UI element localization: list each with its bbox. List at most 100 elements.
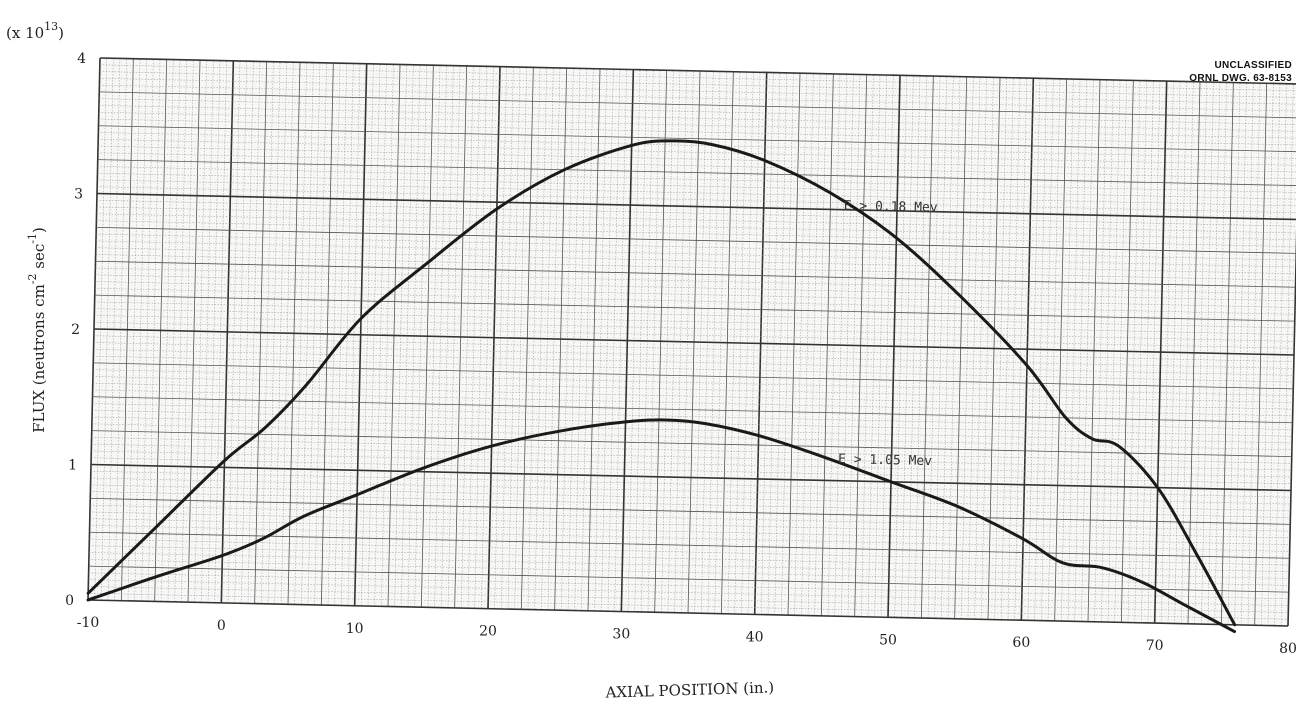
grid-line-horizontal — [98, 139, 1296, 166]
x-tick-label: 30 — [612, 627, 630, 643]
grid-line-horizontal — [90, 463, 1292, 492]
grid-line-horizontal — [93, 355, 1294, 383]
grid-line-horizontal — [93, 349, 1294, 376]
grid-line-horizontal — [97, 152, 1296, 180]
x-tick-label: 20 — [479, 624, 497, 640]
grid-line-horizontal — [96, 200, 1296, 227]
grid-line-horizontal — [97, 186, 1296, 213]
grid-line-horizontal — [91, 430, 1292, 458]
y-tick-label: 4 — [77, 51, 86, 67]
grid-line-horizontal — [98, 118, 1296, 146]
grid-line-horizontal — [97, 159, 1296, 186]
grid-line-horizontal — [99, 57, 1296, 85]
grid-line-horizontal — [96, 226, 1296, 254]
grid-line-horizontal — [95, 254, 1296, 281]
drawing-number: ORNL DWG. 63-8153 — [1189, 73, 1292, 84]
grid-line-horizontal — [93, 362, 1294, 390]
scale-prefix: (x 10 — [6, 24, 44, 42]
grid-line-horizontal — [88, 579, 1289, 606]
series-label-e-018: E > 0.18 Mev — [844, 199, 938, 216]
grid-line-horizontal — [98, 111, 1296, 139]
x-tick-label: -10 — [77, 615, 100, 631]
series-line-e-105 — [86, 418, 1236, 634]
x-tick-label: 50 — [879, 632, 897, 648]
grid-line-horizontal — [95, 240, 1296, 268]
grid-line-horizontal — [99, 78, 1296, 105]
grid-line-horizontal — [90, 504, 1291, 532]
grid-line-horizontal — [88, 572, 1289, 600]
grid-line-horizontal — [95, 281, 1296, 308]
scale-suffix: ) — [58, 24, 64, 42]
grid-line-horizontal — [96, 233, 1296, 261]
grid-line-horizontal — [97, 172, 1296, 200]
grid-line-horizontal — [88, 559, 1289, 586]
grid-line-horizontal — [98, 105, 1296, 132]
x-tick-label: 70 — [1146, 638, 1164, 654]
y-title-exp1: -2 — [26, 273, 39, 284]
grid-line-horizontal — [90, 477, 1291, 505]
y-tick-label: 1 — [68, 458, 77, 474]
grid-line-horizontal — [94, 294, 1295, 322]
x-axis-title: AXIAL POSITION (in.) — [604, 678, 774, 701]
y-tick-label: 2 — [71, 322, 80, 338]
classification-label: UNCLASSIFIED — [1215, 60, 1293, 71]
x-tick-label: 10 — [346, 621, 364, 637]
grid-line-horizontal — [89, 552, 1290, 579]
grid-line-horizontal — [92, 389, 1293, 417]
grid-line-horizontal — [93, 335, 1294, 362]
chart-grid — [87, 57, 1296, 627]
grid-line-horizontal — [91, 423, 1292, 451]
grid-line-horizontal — [99, 91, 1296, 119]
grid-line-horizontal — [97, 166, 1296, 193]
grid-line-horizontal — [98, 145, 1296, 173]
y-title-suffix: ) — [30, 227, 48, 233]
grid-line-horizontal — [94, 288, 1295, 315]
grid-line-horizontal — [91, 457, 1292, 484]
grid-line-horizontal — [93, 342, 1294, 369]
grid-line-horizontal — [99, 71, 1296, 98]
grid-line-horizontal — [92, 382, 1293, 410]
grid-line-horizontal — [91, 437, 1292, 464]
grid-line-horizontal — [99, 84, 1296, 112]
y-title-exp2: -1 — [26, 233, 39, 244]
grid-line-horizontal — [88, 586, 1289, 613]
chart-series: E > 0.18 Mev E > 1.05 Mev — [86, 139, 1237, 634]
grid-line-horizontal — [99, 64, 1296, 91]
grid-line-horizontal — [89, 511, 1290, 539]
grid-line-horizontal — [92, 376, 1293, 403]
scale-factor: (x 1013) — [6, 20, 64, 42]
y-tick-label: 0 — [65, 593, 74, 609]
grid-line-horizontal — [96, 213, 1296, 241]
y-title-mid: sec — [30, 244, 48, 274]
grid-line-horizontal — [93, 328, 1295, 356]
grid-line-horizontal — [94, 301, 1295, 329]
grid-line-horizontal — [88, 565, 1289, 593]
grid-line-horizontal — [98, 125, 1296, 153]
grid-line-horizontal — [95, 274, 1296, 302]
grid-line-horizontal — [89, 525, 1290, 552]
grid-line-horizontal — [90, 491, 1291, 518]
x-tick-label: 80 — [1279, 641, 1296, 657]
grid-line-horizontal — [90, 497, 1291, 525]
grid-line-horizontal — [94, 315, 1295, 342]
x-tick-label: 40 — [746, 629, 764, 645]
grid-line-horizontal — [96, 206, 1296, 234]
x-tick-label: 60 — [1012, 635, 1030, 651]
grid-line-horizontal — [91, 450, 1292, 478]
grid-line-horizontal — [87, 599, 1289, 627]
grid-line-horizontal — [90, 484, 1291, 512]
grid-line-horizontal — [89, 538, 1290, 566]
grid-line-horizontal — [99, 98, 1296, 125]
grid-line-horizontal — [95, 260, 1296, 288]
grid-line-horizontal — [91, 443, 1292, 471]
grid-line-horizontal — [90, 471, 1291, 498]
grid-line-horizontal — [94, 322, 1295, 349]
grid-line-horizontal — [88, 593, 1289, 620]
series-label-e-105: E > 1.05 Mev — [838, 452, 932, 469]
grid-line-horizontal — [89, 531, 1290, 559]
grid-line-horizontal — [96, 192, 1296, 221]
grid-line-horizontal — [97, 179, 1296, 207]
y-title-prefix: FLUX (neutrons cm — [30, 284, 48, 433]
